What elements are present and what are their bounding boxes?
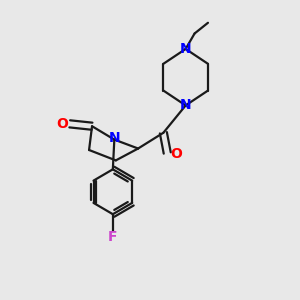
Text: O: O	[170, 147, 182, 160]
Text: N: N	[180, 42, 191, 56]
Text: F: F	[108, 230, 118, 244]
Text: N: N	[109, 131, 120, 145]
Text: N: N	[180, 98, 191, 112]
Text: O: O	[56, 117, 68, 131]
